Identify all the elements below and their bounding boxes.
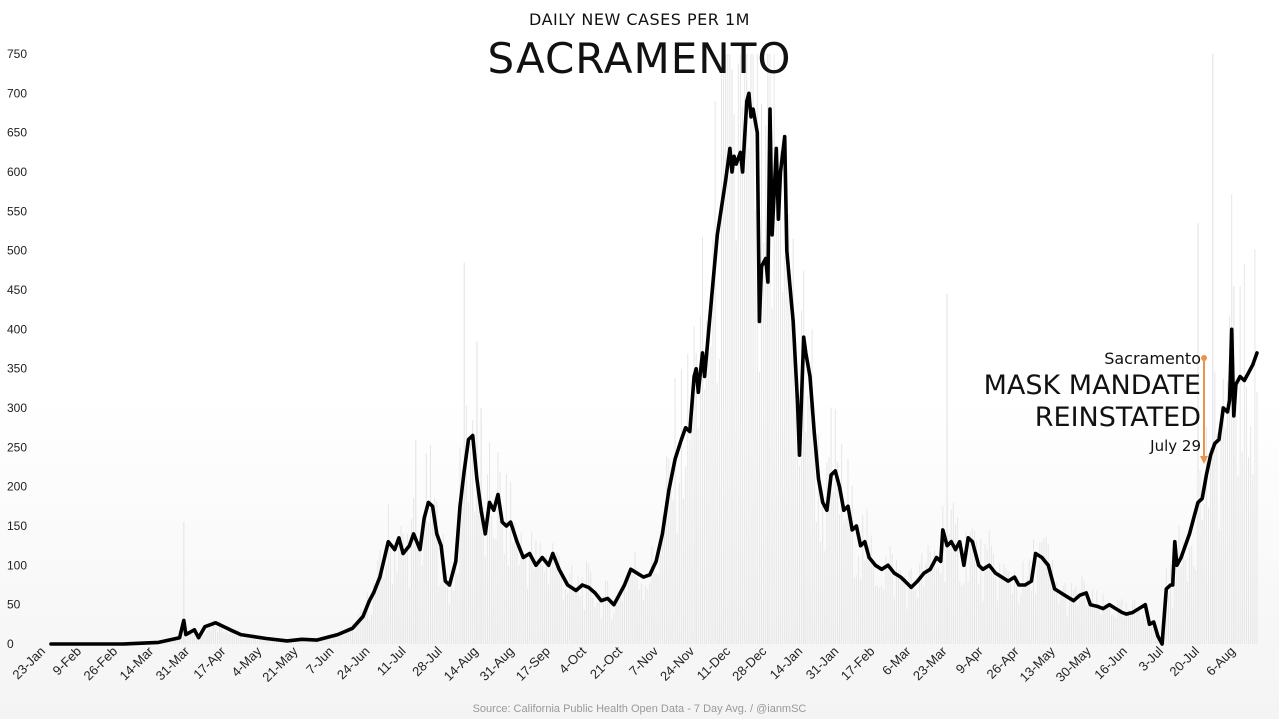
annotation-city-label: Sacramento [1104,349,1201,368]
annotation-arrow-head [1200,456,1208,464]
x-tick-label: 4-Oct [556,643,589,676]
x-tick-label: 24-Nov [657,643,698,684]
annotation-mandate-line2: REINSTATED [1034,402,1201,433]
x-tick-label: 21-May [259,643,301,685]
y-tick-label: 400 [7,322,27,336]
y-tick-label: 550 [7,204,27,218]
x-tick-label: 6-Aug [1203,644,1238,679]
series-line-7-day-avg [49,91,1259,646]
x-tick-label: 14-Mar [117,643,157,683]
x-tick-label: 31-Jan [803,644,842,683]
y-tick-label: 250 [7,440,27,454]
y-axis: 0 50 100 150 200 250 300 350 400 450 500 550 600 650 7… [7,47,27,651]
chart-subtitle: DAILY NEW CASES PER 1M [529,10,750,29]
x-tick-label: 20-Jul [1166,643,1202,679]
x-tick-label: 11-Dec [694,643,734,683]
y-tick-label: 700 [7,86,27,100]
y-tick-label: 150 [7,519,27,533]
x-tick-label: 28-Dec [729,643,770,684]
chart-title: SACRAMENTO [487,34,792,83]
y-tick-label: 750 [7,47,27,61]
x-tick-label: 17-Sep [513,644,553,684]
x-tick-label: 30-May [1053,643,1095,685]
y-tick-label: 300 [7,401,27,415]
x-tick-label: 16-Jun [1091,644,1130,683]
daily-bars [124,54,1258,644]
annotation-date-label: July 29 [1150,437,1201,455]
y-tick-label: 100 [7,558,27,572]
x-tick-label: 11-Jul [374,643,409,678]
x-tick-label: 9-Feb [50,644,85,679]
annotation-mandate-line1: MASK MANDATE [983,370,1201,401]
y-tick-label: 600 [7,165,27,179]
y-tick-label: 500 [7,244,27,258]
x-tick-label: 9-Apr [953,643,987,677]
x-tick-label: 26-Feb [81,644,121,684]
x-tick-label: 7-Jun [303,644,337,678]
y-tick-label: 0 [7,637,14,651]
x-tick-label: 24-Jun [334,644,373,683]
x-tick-label: 23-Jan [9,644,48,683]
x-tick-label: 28-Jul [409,643,445,679]
y-tick-label: 650 [7,126,27,140]
x-tick-label: 26-Apr [984,643,1023,682]
x-tick-label: 14-Aug [441,644,481,684]
x-tick-label: 17-Apr [190,643,229,682]
y-tick-label: 450 [7,283,27,297]
x-tick-label: 17-Feb [838,644,878,684]
source-credit: Source: California Public Health Open Da… [472,703,807,715]
x-tick-label: 13-May [1017,643,1059,685]
x-tick-label: 3-Jul [1135,643,1166,674]
y-tick-label: 200 [7,480,27,494]
x-tick-label: 14-Jan [767,644,806,683]
y-tick-label: 350 [7,362,27,376]
x-tick-label: 21-Oct [587,643,625,681]
y-tick-label: 50 [7,598,21,612]
x-tick-label: 31-Mar [153,643,193,683]
x-tick-label: 23-Mar [910,643,950,683]
x-tick-label: 31-Aug [477,644,517,684]
